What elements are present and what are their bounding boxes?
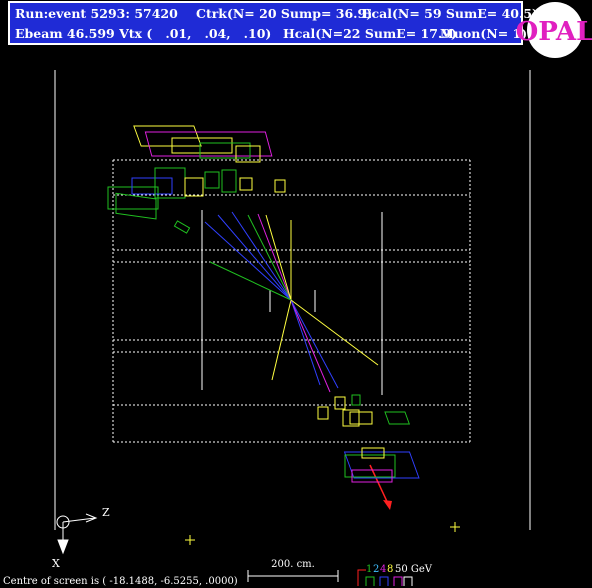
axis-x: X [52,557,60,570]
header-box [8,1,523,45]
energy-bars [357,569,413,586]
ebeam-vtx: Ebeam 46.599 Vtx ( .01, .04, .10) [15,26,271,41]
energy-step: 1 [366,564,372,575]
scale-label: 200. cm. [271,559,315,570]
energy-step: 8 [387,564,393,575]
markers [185,522,460,545]
logo-circle [527,2,583,58]
tracks [204,211,392,510]
ctrk: Ctrk(N= 20 Sump= 36.9) [196,6,372,21]
logo: OPAL [516,17,592,47]
scale-bar [247,570,339,582]
hcal: Hcal(N=22 SumE= 17.9) [283,26,457,41]
run-event: Run:event 5293: 57420 [15,6,178,21]
detector [54,70,531,530]
muon: Muon(N= 1) [440,26,527,41]
axis-symbol [56,513,98,555]
energy-unit: 50 GeV [395,564,433,575]
energy-step: 4 [380,564,386,575]
energy-step: 2 [373,564,379,575]
axis-z: Z [102,506,110,519]
footer: Centre of screen is ( -18.1488, -6.5255,… [3,576,238,587]
ecal: Ecal(N= 59 SumE= 40.5) [362,6,538,21]
clusters [107,125,420,483]
